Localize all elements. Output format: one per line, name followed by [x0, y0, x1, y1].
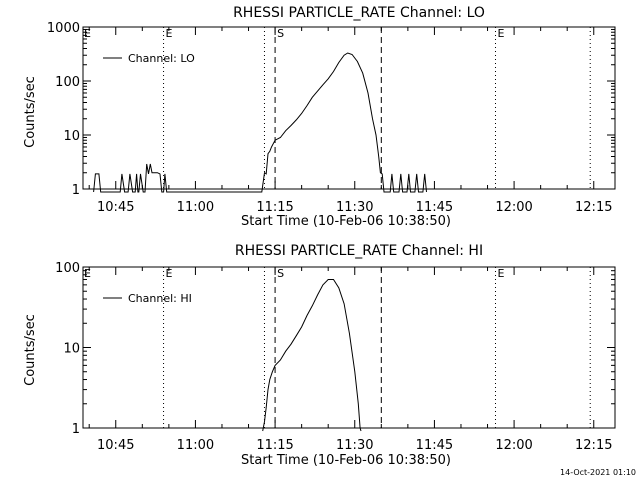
chart-title: RHESSI PARTICLE_RATE Channel: HI — [235, 243, 483, 259]
series-line — [262, 279, 362, 432]
x-tick-label: 10:45 — [97, 438, 134, 453]
chart-panel-hi: RHESSI PARTICLE_RATE Channel: HI E S E E 10:4… — [23, 243, 616, 468]
date-stamp: 14-Oct-2021 01:10 — [560, 468, 636, 477]
y-tick-label: 100 — [55, 261, 80, 276]
y-axis-label: Counts/sec — [23, 314, 38, 386]
x-tick-label: 12:00 — [495, 200, 532, 215]
x-axis-label: Start Time (10-Feb-06 10:38:50) — [241, 453, 451, 468]
marker-label: E — [166, 27, 173, 40]
marker-label: S — [277, 267, 284, 280]
marker-label: S — [277, 27, 284, 40]
x-tick-label: 12:00 — [495, 438, 532, 453]
x-tick-label: 11:30 — [336, 200, 373, 215]
edge-label: E — [84, 27, 91, 40]
x-tick-label: 11:45 — [416, 438, 453, 453]
series-line — [93, 52, 427, 193]
marker-label: E — [497, 267, 504, 280]
marker-label: E — [497, 27, 504, 40]
legend-label: Channel: LO — [128, 52, 195, 65]
x-tick-label: 10:45 — [97, 200, 134, 215]
x-tick-label: 11:15 — [256, 438, 293, 453]
x-tick-label: 11:30 — [336, 438, 373, 453]
x-tick-label: 11:00 — [177, 200, 214, 215]
y-axis-label: Counts/sec — [23, 76, 38, 148]
x-tick-label: 12:15 — [575, 438, 612, 453]
chart-title: RHESSI PARTICLE_RATE Channel: LO — [233, 5, 485, 21]
chart-panel-lo: RHESSI PARTICLE_RATE Channel: LO E S E E 10:4… — [23, 5, 616, 229]
x-tick-label: 11:00 — [177, 438, 214, 453]
y-tick-label: 1 — [72, 183, 80, 198]
x-axis-label: Start Time (10-Feb-06 10:38:50) — [241, 214, 451, 229]
marker-label: E — [166, 267, 173, 280]
y-tick-label: 10 — [63, 342, 80, 357]
y-tick-label: 1 — [72, 422, 80, 437]
plot-frame — [82, 26, 616, 190]
x-tick-label: 11:45 — [416, 200, 453, 215]
y-tick-label: 1000 — [47, 21, 80, 36]
y-tick-label: 10 — [63, 129, 80, 144]
x-tick-label: 11:15 — [256, 200, 293, 215]
edge-label: E — [84, 267, 91, 280]
y-tick-label: 100 — [55, 75, 80, 90]
legend-label: Channel: HI — [128, 292, 192, 305]
x-tick-label: 12:15 — [575, 200, 612, 215]
